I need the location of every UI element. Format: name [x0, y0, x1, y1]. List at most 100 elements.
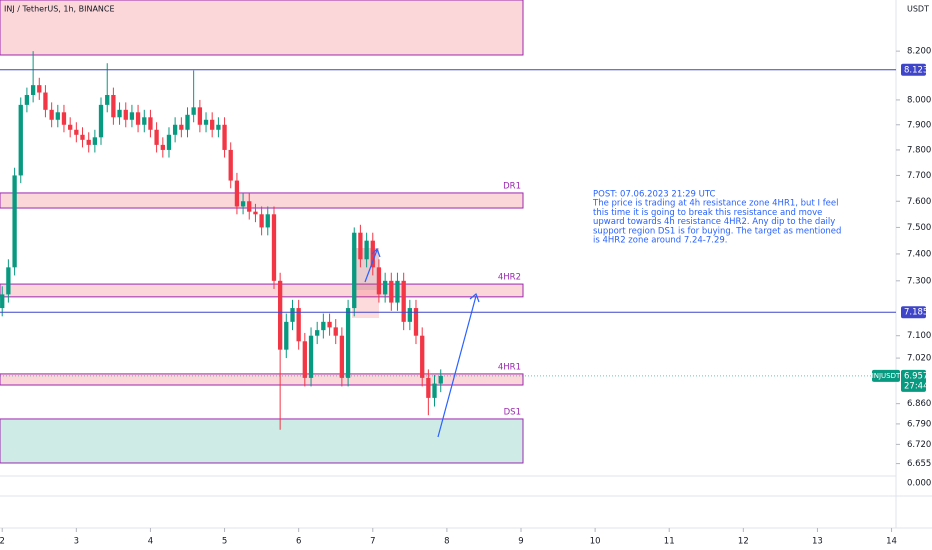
y-tick-label: 6.790	[907, 419, 931, 429]
y-tick-label: 7.900	[907, 120, 931, 130]
candle-body	[30, 85, 36, 95]
price-label-bg	[901, 306, 926, 319]
candle-body	[18, 104, 23, 176]
chart-title: INJ / TetherUS, 1h, BINANCE	[4, 5, 115, 14]
zone-label: 4HR2	[498, 273, 521, 283]
candle-body	[296, 308, 301, 342]
candle-body	[86, 139, 91, 145]
y-tick-label: 8.200	[907, 47, 931, 57]
zone-label: DS1	[504, 407, 521, 417]
candle-body	[210, 119, 215, 130]
candle-body	[259, 214, 264, 228]
candle-body	[12, 175, 17, 268]
annotation-line: The price is trading at 4h resistance zo…	[592, 199, 839, 209]
candle-body	[438, 375, 443, 384]
zone	[0, 283, 524, 298]
candle-body	[154, 129, 159, 145]
candle-body	[389, 280, 394, 303]
candle-body	[302, 341, 307, 378]
y-tick-label: 6.720	[907, 440, 931, 450]
candle-body	[240, 201, 246, 207]
candle-body	[55, 112, 60, 120]
candle-body	[271, 214, 277, 281]
candle-body	[203, 119, 209, 125]
candle-body	[376, 267, 382, 295]
candle-body	[395, 280, 400, 303]
y-tick-label: 7.600	[907, 197, 931, 207]
annotation-line: upward towards 4h resistance 4HR2. Any d…	[593, 217, 835, 227]
candle-body	[197, 107, 203, 125]
candle-body	[420, 335, 425, 378]
y-tick-label: 7.300	[907, 276, 931, 286]
candle-body	[37, 85, 42, 93]
candle-body	[413, 308, 419, 336]
y-tick-label: 6.655	[907, 459, 931, 469]
candle-body	[345, 308, 351, 378]
zone-label: 4HR1	[498, 362, 521, 372]
candle-body	[253, 211, 258, 215]
candle-body	[234, 180, 240, 207]
candle-body	[222, 124, 227, 150]
x-tick-label: 4	[148, 537, 153, 547]
candle-body	[185, 114, 190, 130]
y-tick-label: 7.700	[907, 171, 931, 181]
candle-body	[277, 280, 283, 350]
candle-body	[166, 134, 172, 150]
candle-body	[43, 92, 48, 110]
candle-body	[117, 109, 122, 118]
y-tick-label: 7.100	[907, 331, 931, 341]
candle-body	[364, 240, 369, 260]
candle-body	[111, 94, 116, 118]
candle-body	[24, 94, 30, 105]
candle-body	[358, 232, 363, 260]
zone	[0, 373, 524, 386]
candle-body	[191, 107, 196, 115]
zones: DR1 4HR2 4HR1 DS1	[0, 0, 524, 464]
candle-body	[0, 294, 5, 309]
candle-body	[68, 124, 73, 130]
x-tick-label: 12	[738, 537, 749, 547]
candle-body	[407, 308, 412, 322]
zone	[0, 418, 524, 464]
symbol-label-bg	[872, 369, 900, 382]
arrow-head	[371, 247, 381, 258]
y-tick-label: 7.800	[907, 145, 931, 155]
zone	[0, 192, 524, 209]
candle-body	[105, 94, 110, 105]
small-arrow	[364, 249, 378, 283]
zone	[0, 0, 524, 56]
candle-body	[290, 308, 295, 322]
x-tick-label: 7	[370, 537, 375, 547]
x-tick-label: 10	[590, 537, 601, 547]
candle-body	[129, 112, 135, 120]
x-tick-label: 3	[74, 537, 79, 547]
candle-body	[339, 335, 345, 378]
candle-body	[321, 321, 326, 331]
candle-body	[308, 335, 314, 378]
candle-body	[327, 321, 332, 328]
annotation-line: support region DS1 is for buying. The ta…	[593, 226, 841, 236]
candle-body	[247, 201, 252, 212]
y-tick-label: 6.860	[907, 399, 931, 409]
y-tick-label: 8.000	[907, 95, 931, 105]
candle-body	[333, 327, 338, 336]
candle-body	[92, 137, 98, 145]
candle-body	[401, 280, 406, 322]
candle-body	[179, 124, 184, 130]
candle-body	[315, 330, 320, 336]
candle-body	[74, 129, 79, 135]
y-tick-label: 7.400	[907, 249, 931, 259]
candle-body	[160, 144, 165, 150]
y-tick-label: 7.020	[907, 354, 931, 364]
candle-body	[148, 117, 153, 130]
candle-body	[265, 214, 270, 228]
candle-body	[6, 267, 11, 295]
candle-body	[228, 149, 233, 181]
extra-axis-label: 0.000	[907, 479, 931, 489]
projection-arrow	[437, 295, 477, 438]
annotation-line: POST: 07.06.2023 21:29 UTC	[593, 190, 716, 200]
plot	[0, 51, 443, 430]
